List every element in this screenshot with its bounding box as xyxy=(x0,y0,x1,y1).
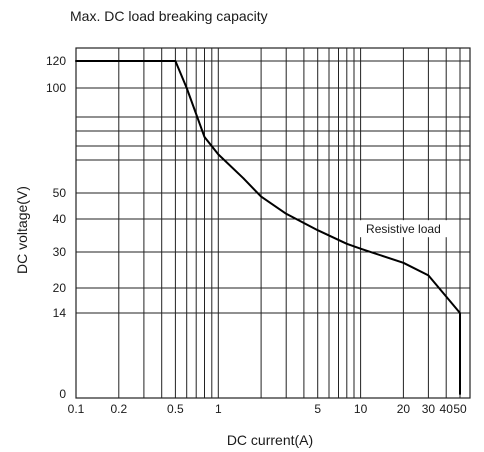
annotation-bg xyxy=(355,220,452,238)
x-tick-label: 40 xyxy=(440,402,454,416)
x-tick-label: 20 xyxy=(397,402,411,416)
x-tick-label: 0.2 xyxy=(110,402,127,416)
y-tick-label: 14 xyxy=(53,306,67,320)
x-tick-label: 5 xyxy=(314,402,321,416)
x-axis-label: DC current(A) xyxy=(226,432,314,448)
y-tick-label: 50 xyxy=(53,186,67,200)
x-tick-label: 0.1 xyxy=(68,402,85,416)
x-tick-label: 0.5 xyxy=(167,402,184,416)
x-tick-label: 30 xyxy=(422,402,436,416)
y-tick-label: 0 xyxy=(59,387,66,401)
x-tick-label: 1 xyxy=(215,402,222,416)
y-tick-label: 30 xyxy=(53,245,67,259)
series-line xyxy=(75,60,461,395)
chart-title: Max. DC load breaking capacity xyxy=(70,8,268,24)
y-tick-label: 20 xyxy=(53,281,67,295)
y-tick-label: 120 xyxy=(46,54,66,68)
x-tick-label: 50 xyxy=(453,402,467,416)
x-tick-label: 10 xyxy=(354,402,368,416)
y-tick-label: 100 xyxy=(46,81,66,95)
y-tick-label: 40 xyxy=(53,212,67,226)
annotation-label: Resistive load xyxy=(366,222,441,236)
plot-frame xyxy=(75,47,471,399)
